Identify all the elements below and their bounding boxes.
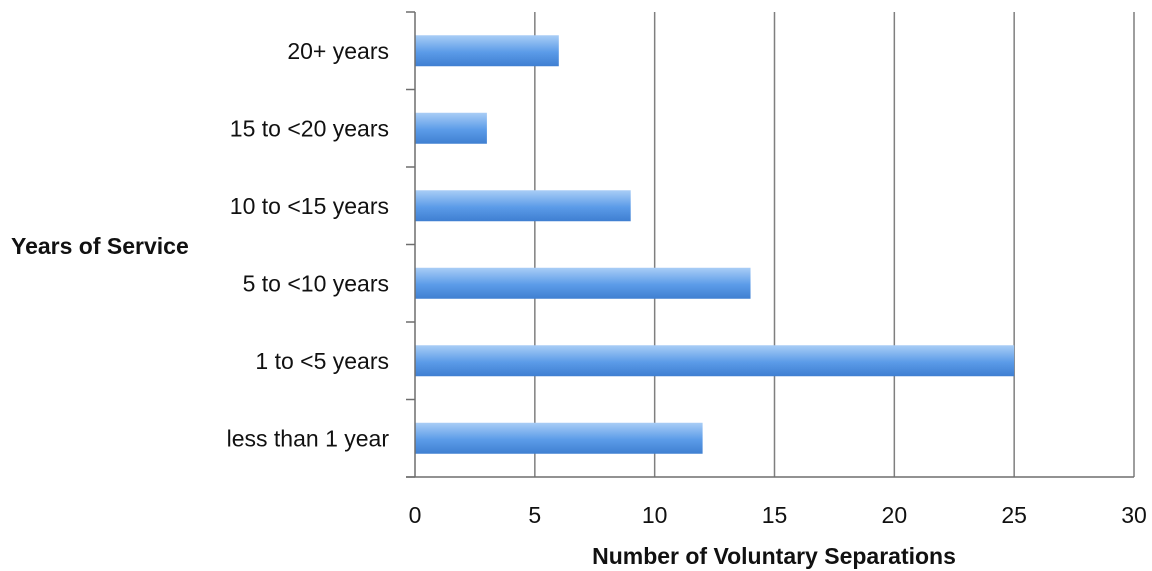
y-category-label: 1 to <5 years bbox=[255, 348, 389, 374]
bar bbox=[415, 267, 751, 299]
y-category-label: 10 to <15 years bbox=[230, 193, 389, 219]
y-category-label: 20+ years bbox=[287, 38, 389, 64]
x-tick-label: 30 bbox=[1121, 502, 1147, 528]
axes bbox=[406, 11, 1134, 478]
bar bbox=[415, 345, 1015, 377]
x-tick-label: 0 bbox=[409, 502, 422, 528]
bars bbox=[415, 35, 1015, 454]
x-tick-label: 15 bbox=[762, 502, 788, 528]
gridlines bbox=[534, 12, 1135, 477]
x-tick-label: 20 bbox=[882, 502, 908, 528]
bar bbox=[415, 112, 487, 144]
y-category-label: 15 to <20 years bbox=[230, 115, 389, 141]
x-tick-label: 10 bbox=[642, 502, 668, 528]
x-tick-label: 5 bbox=[528, 502, 541, 528]
y-category-label: less than 1 year bbox=[227, 425, 390, 451]
bar bbox=[415, 35, 559, 67]
tick-labels: 0 5 10 15 20 25 30 less than 1 year 1 to <5 year… bbox=[227, 38, 1147, 528]
x-axis-title: Number of Voluntary Separations bbox=[592, 543, 956, 569]
x-tick-label: 25 bbox=[1001, 502, 1027, 528]
bar bbox=[415, 422, 703, 454]
bar bbox=[415, 190, 631, 222]
y-category-label: 5 to <10 years bbox=[243, 270, 389, 296]
y-axis-title: Years of Service bbox=[11, 233, 189, 259]
